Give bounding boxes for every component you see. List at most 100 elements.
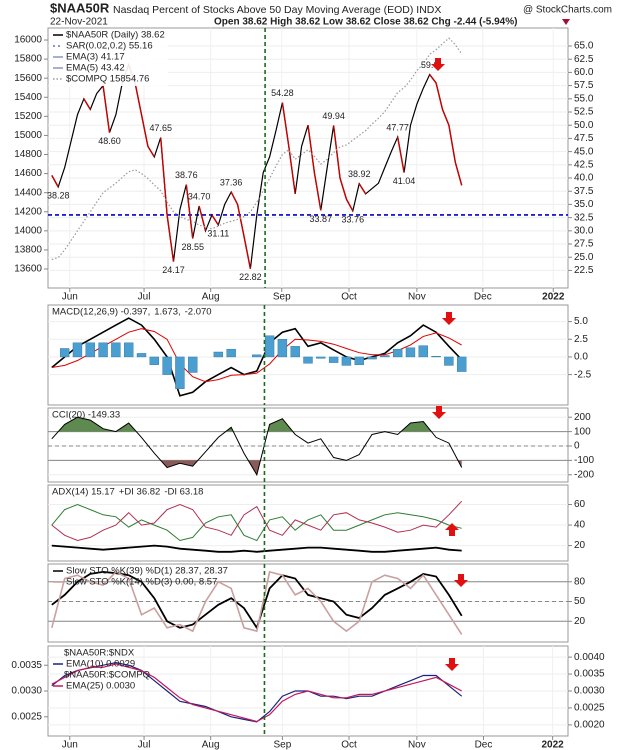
- x-tick-label: Nov: [408, 292, 426, 303]
- legend-label: Slow STO %K(14) %D(3) 0.00, 8.57: [66, 577, 217, 588]
- y-tick-label: 42.5: [574, 159, 594, 170]
- down-segment: [230, 191, 239, 205]
- x-tick-label: Sep: [273, 740, 291, 750]
- y-tick-label: 30.0: [574, 225, 594, 236]
- annotation: 33.87: [310, 214, 333, 224]
- histogram-bar: [444, 356, 454, 366]
- y-tick-label: -100: [574, 455, 594, 466]
- y-tick-label: 32.5: [574, 212, 594, 223]
- down-segment: [102, 85, 111, 133]
- y-tick-label: 0.0025: [574, 703, 605, 714]
- y-tick-label: 55.0: [574, 93, 594, 104]
- y2-tick-label: 14400: [14, 187, 42, 198]
- y-tick-label: 35.0: [574, 199, 594, 210]
- histogram-bar: [226, 348, 236, 358]
- down-segment: [236, 204, 245, 237]
- y-tick-label: 20: [574, 616, 586, 627]
- histogram-bar: [380, 355, 390, 358]
- y2-tick-label: 14800: [14, 149, 42, 160]
- y2-tick-label: 16000: [14, 35, 42, 46]
- x-tick-label: Jun: [62, 740, 78, 750]
- y-tick-label: 52.5: [574, 107, 594, 118]
- histogram-bar: [175, 356, 185, 389]
- series-line: [51, 663, 462, 723]
- series-line: [51, 503, 462, 542]
- histogram-bar: [252, 354, 262, 358]
- down-segment: [134, 82, 143, 115]
- histogram-bar: [59, 348, 70, 358]
- date: 22-Nov-2021: [50, 17, 108, 28]
- y-tick-label: 27.5: [574, 239, 594, 250]
- y2-tick-label: 14000: [14, 225, 42, 236]
- annotation: 59.6: [421, 60, 439, 70]
- y-tick-label: 20: [574, 540, 586, 551]
- series-line: [51, 570, 463, 635]
- down-segment: [160, 137, 168, 216]
- histogram-bar: [111, 342, 121, 358]
- annotation: 31.11: [207, 228, 229, 238]
- legend-label: -2.070: [185, 307, 212, 318]
- signal-arrow: [445, 658, 459, 671]
- down-segment: [396, 136, 405, 173]
- y-tick-label: 60.0: [574, 67, 594, 78]
- y-tick-label: 45.0: [574, 146, 594, 157]
- x-tick-label: Oct: [341, 740, 357, 750]
- down-segment: [339, 177, 348, 200]
- plot: [51, 416, 463, 477]
- histogram-bar: [124, 342, 134, 358]
- subtitle: Nasdaq Percent of Stocks Above 50 Day Mo…: [113, 4, 441, 16]
- y-tick-label: 40.0: [574, 173, 594, 184]
- series-line: [51, 416, 463, 477]
- x-tick-label: 2022: [542, 292, 565, 303]
- annotation: 47.65: [149, 123, 172, 133]
- histogram-bar: [264, 335, 275, 358]
- x-tick-label: Jul: [138, 292, 151, 303]
- histogram-bar: [354, 356, 364, 365]
- signal-arrow: [442, 312, 456, 325]
- down-segment: [147, 145, 155, 158]
- panel-frame: [47, 563, 569, 643]
- annotation: 48.60: [98, 136, 121, 146]
- y-tick-label: 50.0: [574, 120, 594, 131]
- x-tick-label: Aug: [202, 740, 220, 750]
- y-tick-label: 60: [574, 499, 586, 510]
- source: @ StockCharts.com: [523, 5, 612, 16]
- plot: [51, 500, 463, 553]
- legend-label: $NAA50R (Daily) 38.62: [66, 30, 165, 41]
- down-segment: [51, 175, 59, 188]
- histogram-bar: [136, 353, 147, 358]
- annotation: 37.36: [220, 177, 243, 187]
- plot: [51, 661, 463, 723]
- histogram-bar: [367, 356, 377, 360]
- legend-label: EMA(25) 0.0030: [66, 681, 135, 692]
- threshold-fill: [58, 417, 432, 432]
- panel-frame: [47, 407, 569, 483]
- symbol: $NAA50R: [50, 0, 110, 15]
- y-tick-label: -2.5: [574, 369, 592, 380]
- y-tick-label: 37.5: [574, 186, 594, 197]
- annotation: 28.55: [181, 242, 204, 252]
- annotation: 54.28: [271, 88, 294, 98]
- series-line: [51, 544, 462, 553]
- legend-box: [50, 30, 168, 86]
- y2-tick-label: 13800: [14, 245, 42, 256]
- annotation: 34.70: [188, 191, 211, 201]
- y2-tick-label: 14600: [14, 168, 42, 179]
- x-tick-label: Sep: [273, 292, 291, 303]
- histogram-bar: [328, 356, 339, 363]
- y-tick-label: 80: [574, 576, 586, 587]
- legend-label: 1.673,: [154, 307, 180, 318]
- series-line: [51, 500, 463, 542]
- x-tick-label: Oct: [341, 292, 357, 303]
- histogram-bar: [98, 342, 108, 358]
- x-tick-label: Nov: [408, 740, 426, 750]
- down-segment: [288, 146, 296, 194]
- down-segment: [166, 214, 175, 262]
- legend-label: +DI 36.82: [119, 487, 160, 498]
- legend-label: MACD(12,26,9) -0.397,: [52, 307, 150, 318]
- annotation: 49.94: [322, 111, 345, 121]
- y-tick-label: 40: [574, 520, 586, 531]
- y2-tick-label: 15800: [14, 54, 42, 65]
- y-tick-label: 25.0: [574, 252, 594, 263]
